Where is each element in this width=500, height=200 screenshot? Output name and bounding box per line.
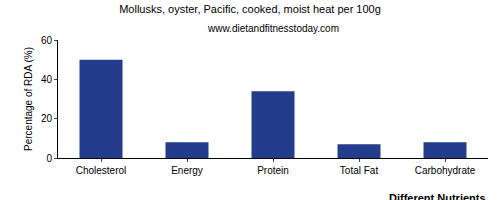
svg-text:Mollusks, oyster, Pacific, coo: Mollusks, oyster, Pacific, cooked, moist… bbox=[119, 3, 381, 15]
svg-text:Different Nutrients: Different Nutrients bbox=[389, 192, 486, 200]
svg-text:0: 0 bbox=[46, 153, 52, 164]
svg-text:Total Fat: Total Fat bbox=[340, 165, 379, 176]
svg-text:Cholesterol: Cholesterol bbox=[76, 165, 127, 176]
svg-text:Energy: Energy bbox=[171, 165, 203, 176]
svg-text:20: 20 bbox=[41, 113, 53, 124]
svg-text:40: 40 bbox=[41, 74, 53, 85]
svg-text:60: 60 bbox=[41, 35, 53, 46]
svg-text:Carbohydrate: Carbohydrate bbox=[415, 165, 476, 176]
svg-text:www.dietandfitnesstoday.com: www.dietandfitnesstoday.com bbox=[207, 23, 339, 34]
svg-text:Protein: Protein bbox=[257, 165, 289, 176]
svg-text:Percentage of RDA (%): Percentage of RDA (%) bbox=[23, 47, 34, 151]
